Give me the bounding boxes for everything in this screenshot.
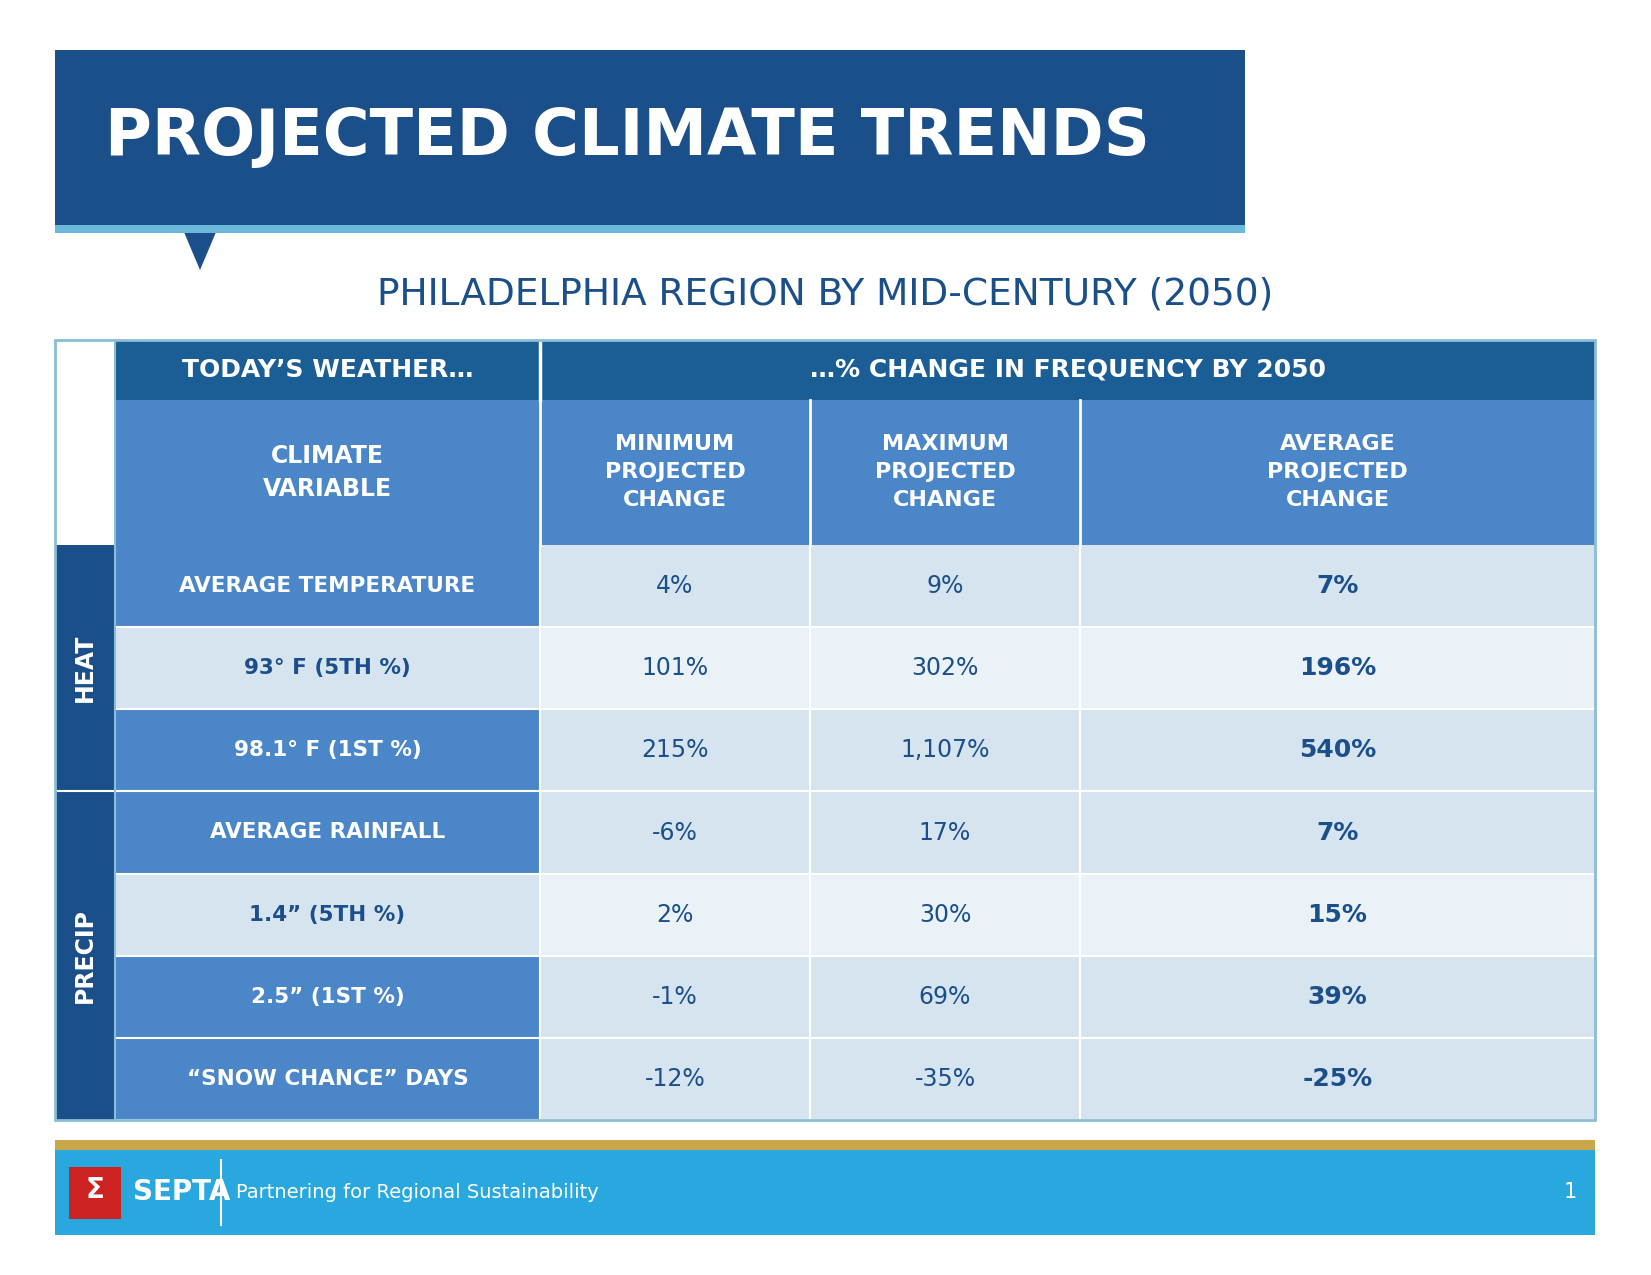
Bar [54, 1150, 1595, 1235]
Text: 215%: 215% [641, 738, 708, 762]
Bar [54, 1140, 1595, 1150]
Text: “SNOW CHANCE” DAYS: “SNOW CHANCE” DAYS [187, 1068, 469, 1089]
Polygon shape [182, 224, 220, 270]
Text: 39%: 39% [1308, 984, 1367, 1009]
Bar [811, 709, 1080, 792]
Text: 9%: 9% [926, 574, 964, 598]
Bar [116, 792, 540, 873]
Bar [540, 544, 811, 627]
Text: -35%: -35% [915, 1067, 976, 1091]
Bar [54, 50, 1245, 224]
Bar [540, 400, 811, 544]
Bar [811, 1038, 1080, 1119]
Text: HEAT: HEAT [73, 634, 97, 703]
Bar [1080, 627, 1595, 709]
Bar [116, 544, 540, 627]
Text: 69%: 69% [920, 984, 971, 1009]
Bar [1080, 792, 1595, 873]
Bar [54, 340, 1595, 1119]
Bar [54, 792, 116, 1119]
Text: -1%: -1% [652, 984, 698, 1009]
Text: -12%: -12% [644, 1067, 705, 1091]
Text: TODAY’S WEATHER…: TODAY’S WEATHER… [182, 358, 474, 382]
Bar [540, 709, 811, 792]
Text: PROJECTED CLIMATE TRENDS: PROJECTED CLIMATE TRENDS [106, 107, 1149, 168]
Text: SEPTA: SEPTA [134, 1178, 231, 1206]
Bar [116, 873, 540, 956]
Text: 7%: 7% [1316, 574, 1359, 598]
Bar [54, 544, 116, 792]
Bar [811, 544, 1080, 627]
Bar [540, 956, 811, 1038]
Text: 2%: 2% [657, 903, 693, 927]
Text: Partnering for Regional Sustainability: Partnering for Regional Sustainability [236, 1183, 599, 1202]
Bar [1080, 956, 1595, 1038]
Bar [1080, 1038, 1595, 1119]
Text: 93° F (5TH %): 93° F (5TH %) [244, 658, 411, 678]
Text: 4%: 4% [657, 574, 693, 598]
Bar [1080, 544, 1595, 627]
Text: PHILADELPHIA REGION BY MID-CENTURY (2050): PHILADELPHIA REGION BY MID-CENTURY (2050… [376, 277, 1273, 312]
Bar [811, 627, 1080, 709]
Text: MINIMUM
PROJECTED
CHANGE: MINIMUM PROJECTED CHANGE [604, 435, 745, 510]
Text: PRECIP: PRECIP [73, 908, 97, 1003]
Bar [540, 627, 811, 709]
Bar [116, 340, 1595, 400]
Text: AVERAGE RAINFALL: AVERAGE RAINFALL [210, 822, 446, 843]
Text: MAXIMUM
PROJECTED
CHANGE: MAXIMUM PROJECTED CHANGE [875, 435, 1015, 510]
Bar [540, 873, 811, 956]
Bar [1080, 873, 1595, 956]
Text: Σ: Σ [86, 1176, 104, 1204]
Bar [811, 792, 1080, 873]
Text: 196%: 196% [1299, 657, 1377, 681]
Text: 302%: 302% [911, 657, 979, 681]
Text: 15%: 15% [1308, 903, 1367, 927]
Bar [811, 956, 1080, 1038]
Text: 30%: 30% [920, 903, 971, 927]
Bar [69, 1167, 121, 1219]
Bar [540, 1038, 811, 1119]
Bar [811, 873, 1080, 956]
Bar [116, 400, 540, 544]
Bar [116, 1038, 540, 1119]
Bar [540, 792, 811, 873]
Bar [116, 709, 540, 792]
Bar [1080, 400, 1595, 544]
Text: 101%: 101% [642, 657, 708, 681]
Bar [54, 224, 1245, 233]
Text: 2.5” (1ST %): 2.5” (1ST %) [251, 987, 404, 1007]
Bar [1080, 709, 1595, 792]
Text: -6%: -6% [652, 821, 698, 844]
Text: 1.4” (5TH %): 1.4” (5TH %) [249, 905, 406, 924]
Text: 1,107%: 1,107% [900, 738, 989, 762]
Bar [116, 956, 540, 1038]
Bar [116, 627, 540, 709]
Text: 7%: 7% [1316, 821, 1359, 844]
Text: CLIMATE
VARIABLE: CLIMATE VARIABLE [263, 444, 391, 501]
Text: AVERAGE TEMPERATURE: AVERAGE TEMPERATURE [180, 576, 475, 597]
Text: -25%: -25% [1303, 1067, 1372, 1091]
Bar [811, 400, 1080, 544]
Text: 98.1° F (1ST %): 98.1° F (1ST %) [234, 741, 421, 760]
Text: 1: 1 [1563, 1182, 1577, 1202]
Text: AVERAGE
PROJECTED
CHANGE: AVERAGE PROJECTED CHANGE [1266, 435, 1408, 510]
Text: 540%: 540% [1299, 738, 1377, 762]
Text: …% CHANGE IN FREQUENCY BY 2050: …% CHANGE IN FREQUENCY BY 2050 [809, 358, 1326, 382]
Text: 17%: 17% [920, 821, 971, 844]
